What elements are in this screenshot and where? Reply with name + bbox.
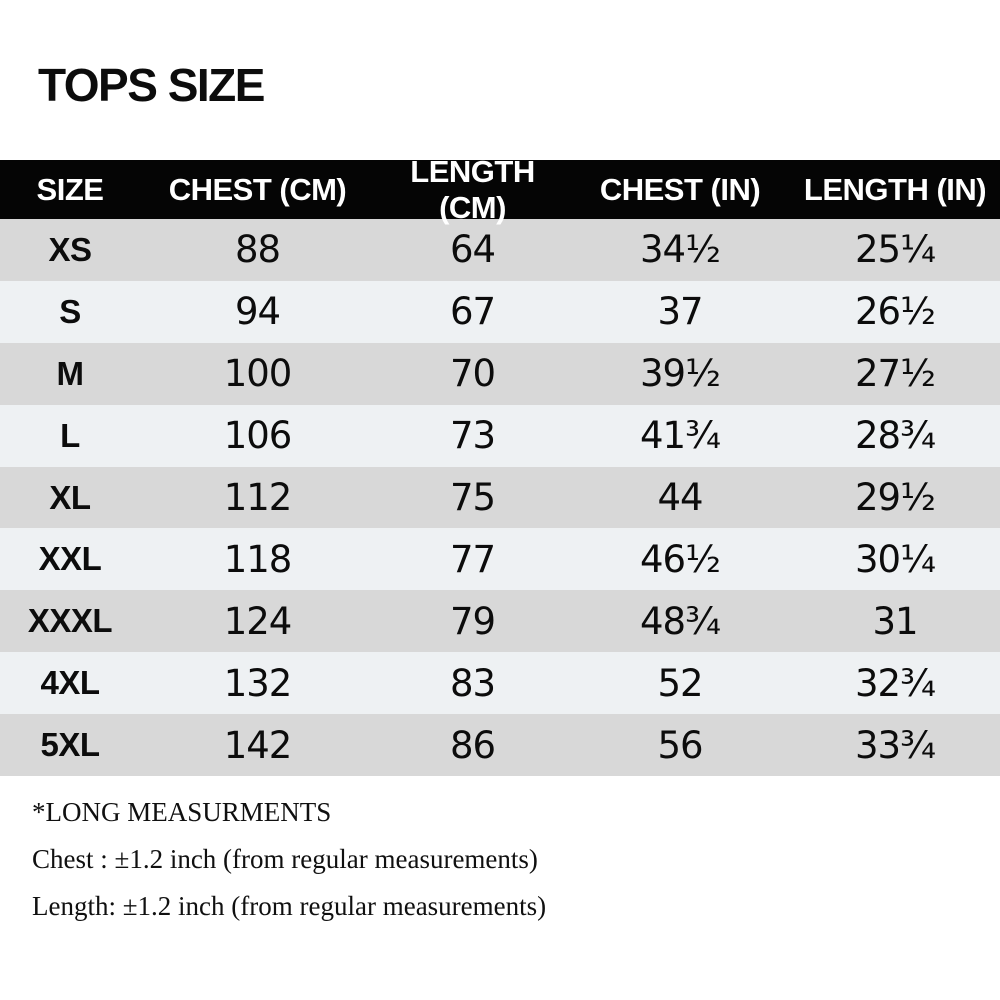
size-cell: S — [59, 292, 81, 330]
length-in-cell: 32¾ — [855, 661, 936, 705]
chest-cm-cell: 118 — [223, 537, 293, 581]
chest-cm-cell: 132 — [223, 661, 293, 705]
length-in-cell: 25¼ — [855, 228, 936, 272]
table-row-xxl: XXL 118 77 46½ 30¼ — [0, 528, 1000, 591]
footnote-long-measurements: *LONG MEASURMENTS — [32, 797, 332, 827]
table-row-4xl: 4XL 132 83 52 32¾ — [0, 652, 1000, 715]
chest-cm-cell: 106 — [223, 414, 293, 458]
chest-cm-cell: 88 — [234, 228, 281, 272]
size-cell: XL — [49, 478, 91, 516]
length-cm-cell: 79 — [449, 599, 496, 643]
table-row-s: S 94 67 37 26½ — [0, 280, 1000, 343]
chest-in-cell: 46½ — [640, 537, 721, 581]
length-cm-cell: 67 — [449, 290, 496, 334]
size-cell: XXXL — [27, 602, 113, 640]
chest-cm-cell: 142 — [223, 723, 293, 767]
size-table: SIZE CHEST (CM) LENGTH (CM) CHEST (IN) L… — [0, 154, 1000, 777]
table-header-row: SIZE CHEST (CM) LENGTH (CM) CHEST (IN) L… — [0, 154, 1000, 225]
size-cell: XXL — [38, 540, 102, 578]
header-cell-chest-in: CHEST (IN) — [599, 171, 761, 207]
footnote-length-tolerance: Length: ±1.2 inch (from regular measurem… — [32, 891, 547, 922]
length-cm-cell: 86 — [449, 723, 496, 767]
header-cell-length-in: LENGTH (IN) — [803, 171, 987, 207]
table-row-m: M 100 70 39½ 27½ — [0, 342, 1000, 405]
length-cm-cell: 83 — [449, 661, 496, 705]
length-in-cell: 31 — [872, 599, 918, 643]
chest-in-cell: 44 — [657, 476, 703, 519]
chest-in-cell: 41¾ — [640, 414, 721, 458]
table-row-xs: XS 88 64 34½ 25¼ — [0, 219, 1000, 281]
chest-cm-cell: 124 — [223, 599, 293, 643]
table-row-l: L 106 73 41¾ 28¾ — [0, 404, 1000, 467]
chest-in-cell: 37 — [657, 290, 703, 334]
chest-cm-cell: 112 — [223, 476, 293, 519]
length-in-cell: 27½ — [855, 352, 936, 396]
size-cell: 4XL — [40, 664, 100, 702]
table-row-xl: XL 112 75 44 29½ — [0, 466, 1000, 529]
table-row-xxxl: XXXL 124 79 48¾ 31 — [0, 590, 1000, 653]
page-title: TOPS SIZE — [38, 59, 265, 111]
header-cell-size: SIZE — [36, 171, 104, 207]
chest-cm-cell: 100 — [223, 352, 293, 396]
length-in-cell: 33¾ — [855, 723, 936, 767]
size-cell: XS — [48, 230, 92, 268]
footnote-chest-tolerance: Chest : ±1.2 inch (from regular measurem… — [32, 844, 538, 875]
size-cell: M — [56, 354, 85, 392]
length-in-cell: 26½ — [855, 290, 936, 334]
chest-in-cell: 56 — [657, 723, 703, 767]
size-cell: 5XL — [40, 726, 100, 764]
length-cm-cell: 73 — [449, 414, 496, 458]
length-cm-cell: 64 — [449, 228, 496, 272]
footnotes: *LONG MEASURMENTS Chest : ±1.2 inch (fro… — [32, 797, 546, 938]
table-row-5xl: 5XL 142 86 56 33¾ — [0, 714, 1000, 777]
chest-in-cell: 48¾ — [640, 599, 721, 643]
chest-cm-cell: 94 — [234, 290, 281, 334]
chest-in-cell: 34½ — [640, 228, 721, 272]
length-in-cell: 29½ — [855, 476, 936, 519]
chest-in-cell: 39½ — [640, 352, 721, 396]
length-in-cell: 28¾ — [855, 414, 936, 458]
length-cm-cell: 75 — [449, 476, 496, 519]
length-cm-cell: 77 — [449, 537, 496, 581]
header-cell-length-cm: LENGTH (CM) — [410, 153, 535, 225]
chest-in-cell: 52 — [657, 661, 703, 705]
length-in-cell: 30¼ — [855, 537, 936, 581]
length-cm-cell: 70 — [449, 352, 496, 396]
header-cell-chest-cm: CHEST (CM) — [168, 171, 347, 207]
size-cell: L — [60, 416, 80, 454]
